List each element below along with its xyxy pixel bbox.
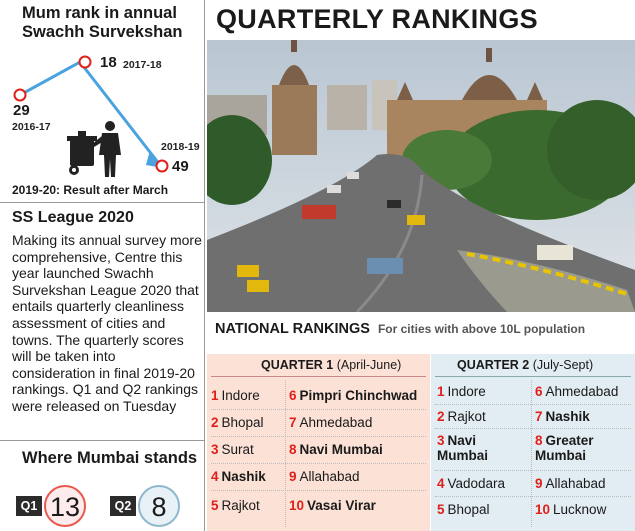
sidebar-column: Mum rank in annual Swachh Survekshan 29 …	[0, 0, 205, 531]
q2-label: Q2	[110, 496, 136, 516]
city-junction-photo	[207, 40, 635, 312]
list-item: 4 Vadodara	[437, 476, 506, 491]
rank-value-2018-19: 49	[172, 158, 189, 175]
list-item: 3 Navi Mumbai	[437, 433, 489, 463]
list-item: 1 Indore	[211, 388, 260, 403]
quarter2-period: (July-Sept)	[532, 358, 594, 372]
quarter1-title: QUARTER 1	[261, 358, 334, 372]
list-item: 7 Nashik	[535, 409, 590, 424]
rank-value-2016-17: 29	[13, 102, 30, 119]
list-item: 3 Surat	[211, 442, 254, 457]
mumbai-stands-title: Where Mumbai stands	[22, 449, 198, 467]
q1-label: Q1	[16, 496, 42, 516]
list-item: 4 Nashik	[211, 469, 266, 484]
national-rankings-heading: NATIONAL RANKINGS For cities with above 1…	[215, 321, 585, 337]
list-item: 9 Allahabad	[535, 476, 606, 491]
list-item: 5 Rajkot	[211, 498, 260, 513]
quarter2-heading: QUARTER 2 (July-Sept)	[457, 358, 593, 372]
rank-point-2018-19	[155, 159, 169, 173]
ss-league-text: Making its annual survey more comprehens…	[12, 232, 202, 414]
list-item: 6 Ahmedabad	[535, 384, 619, 399]
list-item: 10 Lucknow	[535, 502, 607, 517]
rank-history-box: Mum rank in annual Swachh Survekshan 29 …	[0, 0, 204, 203]
rank-box-title: Mum rank in annual Swachh Survekshan	[22, 4, 183, 41]
national-rankings-title: NATIONAL RANKINGS	[215, 321, 370, 337]
rank-point-2016-17	[13, 88, 27, 102]
list-item: 7 Ahmedabad	[289, 415, 373, 430]
list-item: 6 Pimpri Chinchwad	[289, 388, 418, 403]
ss-league-title: SS League 2020	[12, 209, 134, 226]
list-item: 10 Vasai Virar	[289, 498, 376, 513]
ss-league-box: SS League 2020 Making its annual survey …	[0, 203, 204, 441]
list-item: 8 Navi Mumbai	[289, 442, 383, 457]
rank-year-2016-17: 2016-17	[12, 121, 51, 133]
rank-year-2018-19: 2018-19	[161, 141, 200, 153]
q2-rank-circle: 8	[138, 485, 180, 527]
quarter2-title: QUARTER 2	[457, 358, 530, 372]
quarter1-panel: QUARTER 1 (April-June) 1 Indore 2 Bhopal 3…	[207, 354, 430, 531]
quarter1-heading: QUARTER 1 (April-June)	[261, 358, 401, 372]
q1-rank-circle: 13	[44, 485, 86, 527]
headline-main: QUARTERLY RANKINGS	[216, 4, 538, 34]
list-item: 8 Greater Mumbai	[535, 433, 594, 463]
rank-box-note: 2019-20: Result after March	[12, 183, 169, 197]
national-rankings-subtitle: For cities with above 10L population	[377, 322, 586, 336]
quarter1-period: (April-June)	[336, 358, 402, 372]
list-item: 1 Indore	[437, 384, 486, 399]
rank-history-chart	[13, 55, 169, 173]
list-item: 9 Allahabad	[289, 469, 360, 484]
list-item: 5 Bhopal	[437, 502, 490, 517]
mumbai-stands-box: Where Mumbai stands Q1 13 Q2 8	[0, 441, 204, 531]
rank-value-2017-18: 18	[100, 54, 117, 71]
list-item: 2 Bhopal	[211, 415, 264, 430]
garbage-bin-person-icon	[67, 121, 121, 177]
rank-year-2017-18: 2017-18	[123, 59, 162, 71]
rank-point-2017-18	[78, 55, 92, 69]
list-item: 2 Rajkot	[437, 409, 486, 424]
